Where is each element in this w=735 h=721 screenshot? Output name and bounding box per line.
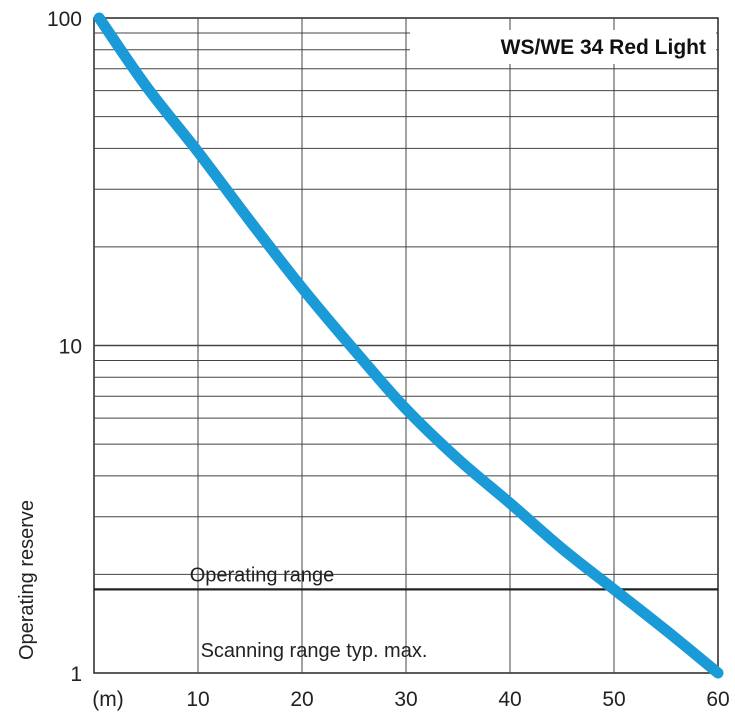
x-tick-label: 10 xyxy=(186,688,209,711)
series-line xyxy=(93,12,724,679)
chart-title: WS/WE 34 Red Light xyxy=(501,36,706,59)
x-tick-labels: 10 20 30 40 50 60 xyxy=(186,688,729,711)
operating-range-label: Operating range xyxy=(190,564,335,586)
y-tick-label: 100 xyxy=(47,8,82,31)
y-tick-label: 10 xyxy=(59,336,82,359)
x-tick-label: 20 xyxy=(290,688,313,711)
x-tick-label: 30 xyxy=(394,688,417,711)
y-tick-label: 1 xyxy=(70,663,82,686)
scanning-range-label: Scanning range typ. max. xyxy=(201,640,428,662)
y-axis-label: Operating reserve xyxy=(16,500,38,660)
x-tick-label: 60 xyxy=(706,688,729,711)
x-tick-label: 50 xyxy=(602,688,625,711)
grid xyxy=(93,17,719,674)
x-tick-label: 40 xyxy=(498,688,521,711)
y-tick-labels: 1 10 100 xyxy=(47,8,82,686)
x-unit-label: (m) xyxy=(92,688,123,711)
title-background xyxy=(410,30,716,64)
